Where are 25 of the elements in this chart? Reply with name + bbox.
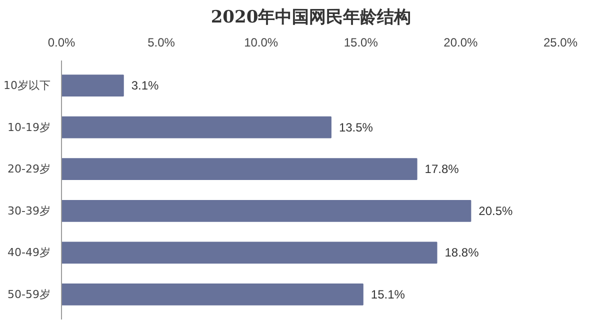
x-tick-label: 5.0%	[148, 36, 176, 50]
y-tick-label: 20-29岁	[8, 162, 51, 176]
bar	[62, 283, 364, 306]
x-tick-label: 15.0%	[344, 36, 378, 50]
data-label: 3.1%	[131, 78, 160, 93]
y-tick-label: 30-39岁	[8, 204, 51, 218]
chart-title: 2020年中国网民年龄结构	[210, 8, 412, 28]
bar	[62, 242, 438, 264]
bar	[62, 158, 418, 180]
y-tick-label: 40-49岁	[8, 246, 51, 260]
x-tick-label: 25.0%	[543, 36, 578, 50]
bar	[62, 200, 472, 222]
x-tick-label: 20.0%	[444, 36, 478, 50]
x-tick-label: 0.0%	[48, 36, 76, 50]
y-tick-label: 10岁以下	[4, 79, 51, 92]
x-tick-label: 10.0%	[244, 36, 278, 50]
data-label: 20.5%	[478, 204, 514, 218]
data-label: 17.8%	[424, 162, 460, 176]
data-label: 15.1%	[370, 287, 406, 302]
data-label: 13.5%	[338, 120, 374, 134]
y-tick-label: 10-19岁	[8, 120, 51, 134]
y-tick-label: 50-59岁	[8, 288, 51, 301]
bar	[62, 74, 124, 97]
data-label: 18.8%	[444, 246, 480, 260]
bar	[62, 116, 332, 138]
